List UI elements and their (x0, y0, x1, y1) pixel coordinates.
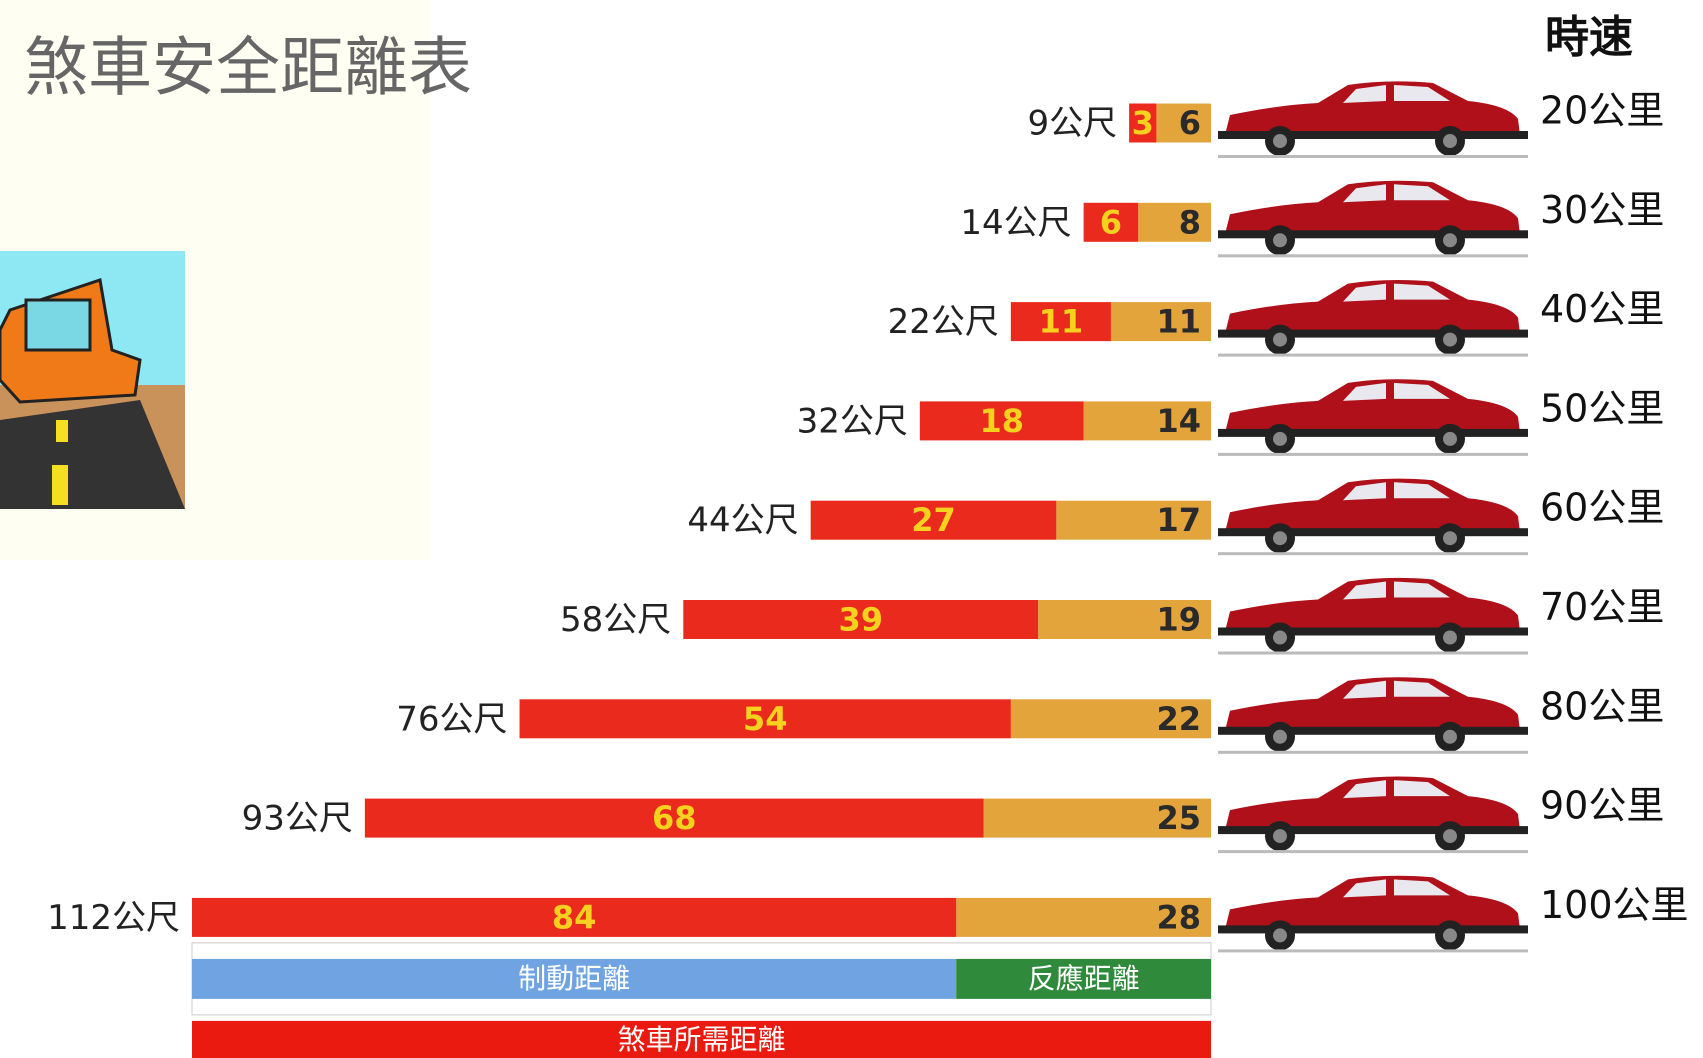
car (1218, 479, 1528, 556)
total-label: 14公尺 (960, 203, 1071, 243)
value-label: 27 (911, 501, 956, 539)
car (1218, 777, 1528, 854)
total-label: 112公尺 (47, 898, 180, 938)
value-label: 11 (1156, 303, 1201, 341)
total-label: 32公尺 (797, 401, 908, 441)
value-label: 39 (838, 601, 883, 639)
total-label: 93公尺 (242, 799, 353, 839)
speed-label: 80公里 (1540, 684, 1664, 728)
value-label: 11 (1039, 303, 1084, 341)
total-label: 22公尺 (888, 302, 999, 342)
speed-label: 100公里 (1540, 883, 1689, 927)
car (1218, 181, 1528, 258)
legend-label: 制動距離 (518, 962, 630, 995)
value-label: 28 (1156, 898, 1201, 936)
chart-title: 煞車安全距離表 (24, 32, 472, 106)
legend-total-label: 煞車所需距離 (617, 1023, 785, 1056)
value-label: 18 (979, 402, 1024, 440)
speed-label: 20公里 (1540, 89, 1664, 133)
value-label: 19 (1156, 601, 1201, 639)
speed-label: 40公里 (1540, 287, 1664, 331)
car (1218, 876, 1528, 953)
value-label: 8 (1179, 203, 1201, 241)
value-label: 25 (1156, 799, 1201, 837)
speed-label: 50公里 (1540, 386, 1664, 430)
speed-label: 30公里 (1540, 188, 1664, 232)
speed-label: 60公里 (1540, 486, 1664, 530)
road-icon (0, 251, 185, 509)
car (1218, 677, 1528, 754)
value-label: 22 (1156, 700, 1201, 738)
value-label: 17 (1156, 501, 1201, 539)
chart: 煞車安全距離表 時速 639公尺20公里8614公尺30公里111122公尺40… (0, 0, 1703, 1058)
header: 時速 (1545, 12, 1633, 63)
value-label: 6 (1179, 104, 1201, 142)
value-label: 84 (552, 898, 597, 936)
total-label: 76公尺 (396, 699, 507, 739)
value-label: 68 (652, 799, 697, 837)
car (1218, 280, 1528, 357)
total-label: 9公尺 (1027, 104, 1117, 144)
value-label: 14 (1156, 402, 1201, 440)
car (1218, 578, 1528, 655)
value-label: 3 (1132, 104, 1154, 142)
speed-label: 70公里 (1540, 585, 1664, 629)
car (1218, 81, 1528, 158)
legend-label: 反應距離 (1028, 962, 1140, 995)
value-label: 54 (743, 700, 788, 738)
car (1218, 379, 1528, 456)
total-label: 58公尺 (560, 600, 671, 640)
speed-label: 90公里 (1540, 784, 1664, 828)
total-label: 44公尺 (687, 501, 798, 541)
value-label: 6 (1100, 203, 1122, 241)
